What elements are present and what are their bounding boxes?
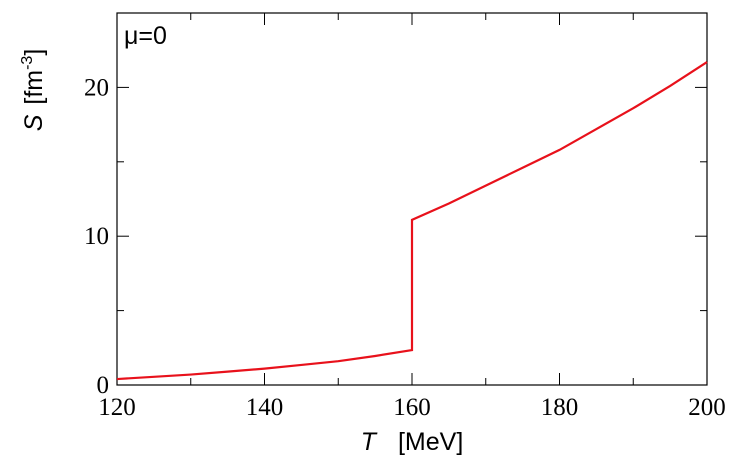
x-axis-label: T [MeV] (361, 428, 464, 456)
x-tick-label: 120 (98, 394, 136, 421)
y-tick-label: 0 (97, 372, 110, 399)
x-tick-label: 160 (393, 394, 431, 421)
x-label-unit: [MeV] (398, 428, 463, 456)
x-tick-label: 140 (246, 394, 284, 421)
y-label-symbol: S (20, 114, 48, 131)
y-axis-label: S [fm-3] (19, 49, 48, 132)
x-tick-label: 200 (688, 394, 726, 421)
annotation: μ=0 (124, 22, 167, 50)
y-label-close: ] (20, 49, 48, 56)
y-tick-label: 20 (84, 74, 109, 101)
x-tick-label: 180 (541, 394, 579, 421)
data-line (116, 61, 708, 381)
y-label-unit: [fm (20, 70, 48, 105)
x-label-symbol: T (361, 428, 378, 456)
y-tick-label: 10 (84, 223, 109, 250)
y-label-exponent: -3 (19, 56, 36, 70)
